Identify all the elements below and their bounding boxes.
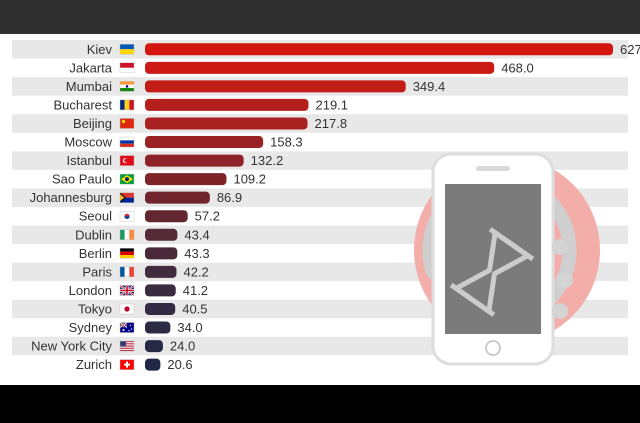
city-label: Bucharest <box>53 97 112 112</box>
chart-row: Berlin 43.3 <box>79 246 210 261</box>
india-flag-icon <box>119 81 135 92</box>
value-label: 40.5 <box>182 301 207 316</box>
chart-row: Mumbai 349.4 <box>66 79 446 94</box>
value-label: 43.3 <box>184 246 209 261</box>
usa-flag-icon <box>119 340 135 352</box>
bar <box>145 247 178 260</box>
chart-row: Zurich 20.6 <box>76 357 193 372</box>
smartphone-hourglass-icon <box>414 152 600 366</box>
value-label: 349.4 <box>413 79 446 94</box>
chart-row: Jakarta 468.0 <box>69 60 533 75</box>
city-label: Kiev <box>87 42 113 57</box>
city-label: Istanbul <box>66 153 112 168</box>
bar <box>145 302 176 315</box>
chart-row: Paris 42.2 <box>82 264 208 279</box>
france-flag-icon <box>119 266 135 278</box>
chart-row: Istanbul 132.2 <box>66 153 283 168</box>
value-label: 20.6 <box>167 357 192 372</box>
value-label: 627.2 <box>620 42 640 57</box>
bar <box>145 136 264 149</box>
city-label: Tokyo <box>78 301 112 316</box>
bar <box>145 61 495 74</box>
city-label: Mumbai <box>66 79 112 94</box>
chart-row: Bucharest 219.1 <box>53 97 348 112</box>
bar <box>145 284 176 297</box>
value-label: 86.9 <box>217 190 242 205</box>
bar <box>145 98 309 111</box>
bar <box>145 191 210 204</box>
chart-row: Johannesburg 86.9 <box>30 190 243 205</box>
value-label: 132.2 <box>251 153 284 168</box>
city-label: Sao Paulo <box>52 172 112 187</box>
city-label: Dublin <box>75 227 112 242</box>
brazil-flag-icon <box>119 173 135 185</box>
value-label: 43.4 <box>184 227 209 242</box>
chart-row: Tokyo 40.5 <box>78 301 208 316</box>
south-africa-flag-icon <box>119 192 135 203</box>
chart-row: Sydney 34.0 <box>69 320 203 335</box>
value-label: 42.2 <box>183 264 208 279</box>
bar <box>145 340 163 353</box>
romania-flag-icon <box>119 99 135 111</box>
chart-row: London 41.2 <box>69 283 208 298</box>
city-label: Seoul <box>79 209 112 224</box>
city-label: Jakarta <box>69 60 112 75</box>
value-label: 219.1 <box>315 97 348 112</box>
bar <box>145 265 177 278</box>
chart-row: Kiev 627.2 <box>87 42 640 57</box>
bar-chart: Kiev 627.2 Jakarta 468.0 Mumbai 349.4 Buchares… <box>12 40 640 372</box>
city-label: Moscow <box>64 135 112 150</box>
bar <box>145 173 227 186</box>
city-label: Berlin <box>79 246 112 261</box>
ukraine-flag-icon <box>119 44 135 55</box>
indonesia-flag-icon <box>119 62 135 74</box>
city-label: Johannesburg <box>30 190 112 205</box>
chart-row: Dublin 43.4 <box>75 227 210 242</box>
bar <box>145 80 406 93</box>
chart-row: Beijing 217.8 <box>73 116 347 131</box>
bar <box>145 321 171 334</box>
germany-flag-icon <box>119 248 135 259</box>
chart-panel: Kiev 627.2 Jakarta 468.0 Mumbai 349.4 Buchares… <box>0 34 640 385</box>
chart-row: New York City 24.0 <box>31 339 195 354</box>
value-label: 109.2 <box>233 172 266 187</box>
australia-flag-icon <box>119 322 135 333</box>
value-label: 24.0 <box>170 339 195 354</box>
top-bar <box>0 0 640 34</box>
japan-flag-icon <box>119 303 135 315</box>
china-flag-icon <box>119 118 135 129</box>
bar <box>145 210 188 223</box>
turkey-flag-icon <box>119 155 135 166</box>
value-label: 41.2 <box>183 283 208 298</box>
city-label: Sydney <box>69 320 113 335</box>
chart-row: Moscow 158.3 <box>64 135 302 150</box>
uk-flag-icon <box>119 284 135 297</box>
bar <box>145 154 244 167</box>
value-label: 158.3 <box>270 135 303 150</box>
city-label: New York City <box>31 339 112 354</box>
city-label: Beijing <box>73 116 112 131</box>
bar <box>145 43 613 56</box>
bar <box>145 117 308 130</box>
value-label: 34.0 <box>177 320 202 335</box>
switzerland-flag-icon <box>119 359 135 370</box>
chart-row: Sao Paulo 109.2 <box>52 172 266 187</box>
chart-row: Seoul 57.2 <box>79 209 220 224</box>
city-label: Zurich <box>76 357 112 372</box>
bar <box>145 358 161 371</box>
bar <box>145 228 178 241</box>
bottom-bar <box>0 385 640 423</box>
city-label: Paris <box>82 264 112 279</box>
south-korea-flag-icon <box>119 211 135 222</box>
ireland-flag-icon <box>119 229 135 240</box>
city-label: London <box>69 283 112 298</box>
russia-flag-icon <box>119 136 135 148</box>
value-label: 468.0 <box>501 60 534 75</box>
value-label: 57.2 <box>195 209 220 224</box>
value-label: 217.8 <box>315 116 348 131</box>
